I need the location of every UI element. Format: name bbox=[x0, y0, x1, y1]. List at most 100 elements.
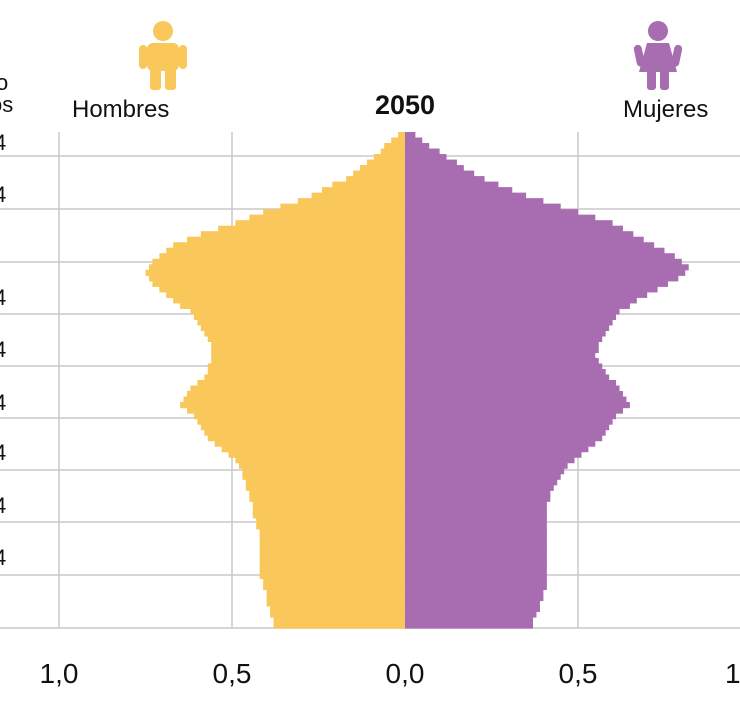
x-tick-label: 1,0 bbox=[40, 658, 79, 689]
men-bar bbox=[346, 176, 405, 183]
women-bar bbox=[405, 611, 537, 618]
women-bar bbox=[405, 258, 682, 265]
chart-title: 2050 bbox=[374, 90, 436, 120]
women-bar bbox=[405, 616, 534, 624]
women-bar bbox=[405, 490, 551, 497]
women-bar bbox=[405, 330, 606, 337]
men-bar bbox=[159, 253, 405, 260]
women-bar bbox=[405, 446, 589, 453]
men-bar bbox=[148, 275, 405, 282]
women-bar bbox=[405, 291, 648, 298]
women-bar bbox=[405, 501, 547, 508]
women-bar bbox=[405, 198, 544, 205]
age-tick-label: 4 bbox=[0, 337, 7, 362]
men-bar bbox=[204, 374, 405, 381]
men-bar bbox=[242, 473, 405, 480]
men-bar bbox=[252, 506, 405, 513]
women-bar bbox=[405, 380, 617, 387]
women-bar bbox=[405, 159, 457, 166]
women-bar bbox=[405, 550, 547, 557]
women-bar bbox=[405, 335, 603, 343]
men-bar bbox=[200, 231, 405, 238]
men-bar bbox=[180, 402, 405, 409]
women-bar bbox=[405, 528, 547, 535]
women-bar bbox=[405, 324, 610, 331]
women-bar bbox=[405, 319, 613, 326]
men-bar bbox=[235, 220, 405, 227]
men-bar bbox=[249, 490, 405, 497]
women-bar bbox=[405, 402, 630, 409]
women-bar bbox=[405, 242, 655, 249]
men-bar bbox=[311, 192, 405, 199]
women-bar bbox=[405, 308, 620, 315]
women-bar bbox=[405, 374, 610, 381]
men-bar bbox=[259, 539, 405, 546]
women-bar bbox=[405, 534, 547, 541]
men-bar bbox=[197, 319, 405, 326]
men-bar bbox=[332, 181, 405, 188]
women-bar bbox=[405, 479, 558, 486]
age-axis-title-line2: os bbox=[0, 92, 14, 117]
women-bar bbox=[405, 214, 596, 221]
men-bar bbox=[391, 137, 405, 144]
men-bar bbox=[207, 435, 405, 442]
men-bar bbox=[270, 611, 405, 618]
men-bars bbox=[145, 132, 405, 629]
women-bar bbox=[405, 236, 644, 243]
women-bar bbox=[405, 440, 596, 447]
men-bar bbox=[214, 440, 405, 447]
men-bar bbox=[249, 495, 405, 502]
men-bar bbox=[321, 187, 405, 194]
women-bar bbox=[405, 589, 544, 596]
women-bar bbox=[405, 484, 554, 491]
men-bar bbox=[398, 132, 405, 139]
men-bar bbox=[263, 578, 405, 585]
women-bar bbox=[405, 302, 630, 309]
women-bar bbox=[405, 165, 464, 172]
men-bar bbox=[259, 561, 405, 568]
women-bar bbox=[405, 495, 551, 502]
men-bar bbox=[256, 517, 405, 524]
women-bar bbox=[405, 225, 623, 232]
women-bar bbox=[405, 567, 547, 574]
women-bar bbox=[405, 264, 689, 271]
age-axis-title-line1: o bbox=[0, 70, 9, 95]
women-bar bbox=[405, 363, 603, 370]
women-bar bbox=[405, 357, 599, 365]
women-bar bbox=[405, 462, 568, 469]
women-bar bbox=[405, 253, 675, 260]
women-bar bbox=[405, 418, 613, 425]
women-bar bbox=[405, 561, 547, 568]
x-tick-label: 0,5 bbox=[559, 658, 598, 689]
women-bar bbox=[405, 457, 575, 464]
women-bar bbox=[405, 313, 617, 320]
women-bar bbox=[405, 220, 613, 227]
women-bar bbox=[405, 429, 606, 436]
men-bar bbox=[207, 368, 405, 376]
men-bar bbox=[259, 550, 405, 557]
men-label: Hombres bbox=[72, 96, 170, 123]
men-bar bbox=[353, 170, 405, 177]
men-bar bbox=[193, 413, 405, 420]
men-bar bbox=[263, 583, 405, 591]
women-bar bbox=[405, 424, 610, 431]
women-bar bbox=[405, 280, 668, 287]
men-bar bbox=[218, 225, 405, 232]
women-bar bbox=[405, 391, 623, 398]
man-icon bbox=[139, 21, 187, 90]
men-bar bbox=[256, 523, 405, 530]
women-bar bbox=[405, 572, 547, 579]
women-bar bbox=[405, 517, 547, 524]
women-bar bbox=[405, 247, 665, 254]
men-bar bbox=[197, 418, 405, 425]
men-bar bbox=[207, 335, 405, 343]
age-tick-label: 4 bbox=[0, 545, 7, 570]
women-bar bbox=[405, 341, 599, 348]
women-bar bbox=[405, 187, 513, 194]
men-bar bbox=[259, 545, 405, 552]
men-bar bbox=[259, 528, 405, 535]
men-bar bbox=[238, 462, 405, 469]
men-bar bbox=[263, 209, 405, 216]
men-bar bbox=[249, 214, 405, 221]
women-bar bbox=[405, 269, 686, 276]
